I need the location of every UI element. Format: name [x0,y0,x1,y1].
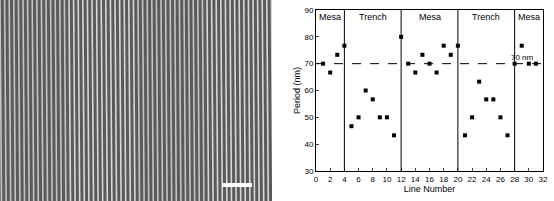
svg-text:10: 10 [382,175,391,184]
svg-text:Period (nm): Period (nm) [292,67,302,114]
svg-text:80: 80 [304,33,313,42]
svg-text:26: 26 [496,175,505,184]
svg-text:6: 6 [356,175,361,184]
svg-text:22: 22 [468,175,477,184]
svg-text:70: 70 [304,59,313,68]
svg-text:30: 30 [304,167,313,176]
svg-text:Line Number: Line Number [404,184,456,194]
svg-text:Mesa: Mesa [319,12,341,22]
svg-text:14: 14 [411,175,420,184]
svg-text:60: 60 [304,86,313,95]
svg-text:32: 32 [539,175,548,184]
svg-text:8: 8 [371,175,376,184]
svg-text:16: 16 [425,175,434,184]
svg-text:28: 28 [510,175,519,184]
svg-text:0: 0 [314,175,319,184]
svg-text:Trench: Trench [359,12,387,22]
svg-text:Mesa: Mesa [419,12,441,22]
svg-text:18: 18 [439,175,448,184]
svg-text:Trench: Trench [472,12,500,22]
svg-text:20: 20 [453,175,462,184]
svg-text:4: 4 [342,175,347,184]
svg-text:2: 2 [328,175,333,184]
svg-text:50: 50 [304,113,313,122]
svg-text:70 nm: 70 nm [511,53,534,62]
svg-text:12: 12 [397,175,406,184]
svg-text:40: 40 [304,140,313,149]
svg-text:90: 90 [304,6,313,15]
svg-text:30: 30 [524,175,533,184]
svg-text:24: 24 [482,175,491,184]
svg-text:Mesa: Mesa [518,12,540,22]
